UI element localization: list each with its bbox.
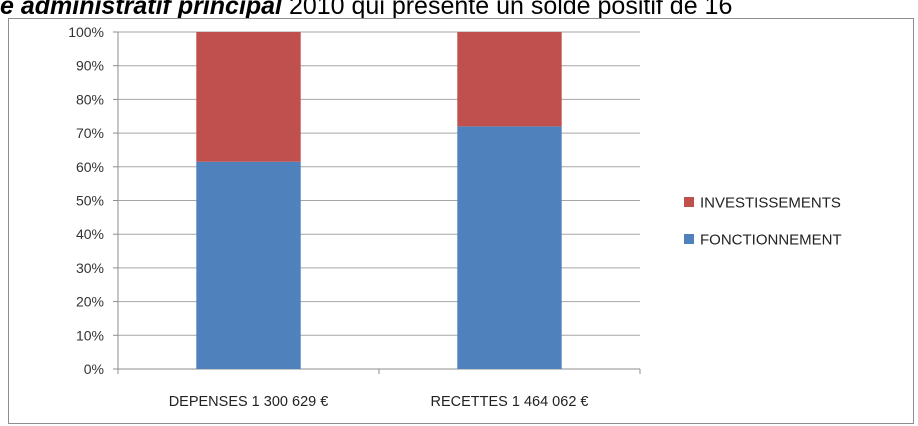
bar-investissements-1	[196, 32, 301, 162]
legend-label-investissements: INVESTISSEMENTS	[700, 195, 841, 212]
y-tick-label: 80%	[76, 91, 104, 107]
legend: INVESTISSEMENTS FONCTIONNEMENT	[684, 195, 842, 249]
document-text-line: e administratif principal 2010 qui prése…	[0, 0, 918, 21]
document-text-rest: 2010 qui présente un solde positif de 16	[282, 0, 733, 20]
x-category-label: DEPENSES 1 300 629 €	[169, 394, 329, 410]
document-text-emphasis: e administratif principal	[0, 0, 283, 20]
legend-swatch-fonctionnement	[684, 234, 694, 244]
legend-swatch-investissements	[684, 197, 694, 207]
bar-fonctionnement-2	[457, 126, 562, 369]
y-tick-label: 0%	[84, 361, 104, 377]
y-tick-label: 10%	[76, 327, 104, 343]
y-tick-label: 20%	[76, 294, 104, 310]
y-tick-label: 60%	[76, 159, 104, 175]
legend-label-fonctionnement: FONCTIONNEMENT	[700, 232, 842, 249]
bar-fonctionnement-1	[196, 161, 301, 369]
y-axis-tick-labels: 0% 10% 20% 30% 40% 50% 60% 70% 80% 90% 100%	[68, 24, 104, 377]
y-tick-label: 90%	[76, 58, 104, 74]
bar-investissements-2	[457, 32, 562, 127]
y-tick-label: 100%	[68, 24, 104, 40]
y-tick-label: 30%	[76, 260, 104, 276]
y-tick-label: 40%	[76, 226, 104, 242]
y-tick-label: 50%	[76, 193, 104, 209]
bars	[196, 32, 562, 369]
x-axis-category-labels: DEPENSES 1 300 629 € RECETTES 1 464 062 €	[169, 394, 589, 410]
y-tick-label: 70%	[76, 125, 104, 141]
x-category-label: RECETTES 1 464 062 €	[431, 394, 589, 410]
